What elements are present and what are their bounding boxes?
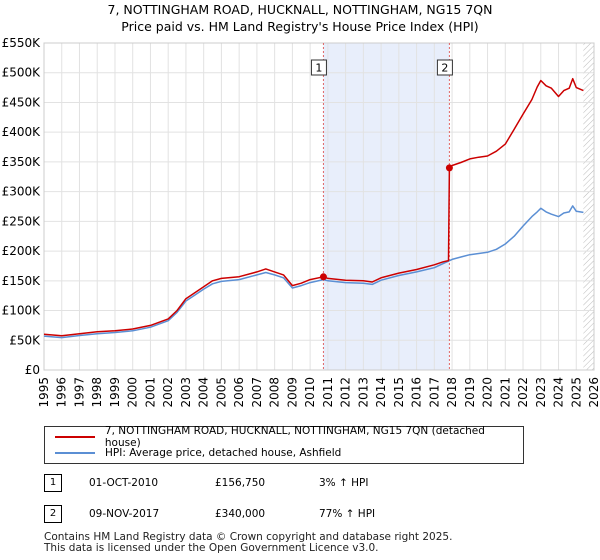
chart-title: 7, NOTTINGHAM ROAD, HUCKNALL, NOTTINGHAM…	[108, 2, 493, 17]
footer-line-2: This data is licensed under the Open Gov…	[44, 542, 379, 554]
x-tick-label: 1998	[90, 377, 104, 408]
y-tick-label: £450K	[2, 95, 42, 109]
legend-label-property: 7, NOTTINGHAM ROAD, HUCKNALL, NOTTINGHAM…	[104, 425, 485, 449]
x-tick-label: 2012	[339, 377, 353, 408]
x-tick-label: 2016	[410, 377, 424, 408]
x-tick-label: 2021	[498, 377, 512, 408]
x-tick-label: 2003	[179, 377, 193, 408]
sale-date: 09-NOV-2017	[89, 508, 160, 520]
sale-price: £340,000	[215, 508, 266, 520]
x-tick-label: 2017	[427, 377, 441, 408]
x-tick-label: 2007	[250, 377, 264, 408]
legend-item-hpi: HPI: Average price, detached house, Ashf…	[45, 445, 341, 461]
x-tick-label: 2022	[516, 377, 530, 408]
sale-label-2: 2	[441, 62, 448, 75]
x-tick-label: 2002	[161, 377, 175, 408]
sale-hpi-change: 3% ↑ HPI	[319, 477, 369, 489]
sale-period-shade	[323, 43, 450, 370]
x-tick-label: 1996	[55, 377, 69, 408]
sale-label-1: 1	[315, 62, 322, 75]
sale-point-2	[445, 164, 453, 172]
x-tick-label: 2006	[232, 377, 246, 408]
x-tick-label: 2000	[126, 377, 140, 408]
sale-label-box-2	[436, 59, 453, 76]
legend-label-hpi: HPI: Average price, detached house, Ashf…	[105, 447, 342, 459]
y-tick-label: £150K	[2, 274, 42, 288]
x-tick-label: 2014	[374, 377, 388, 408]
chart-subtitle: Price paid vs. HM Land Registry's House …	[121, 19, 478, 34]
x-tick-label: 2015	[392, 377, 406, 408]
plot-frame	[43, 42, 595, 371]
footer-line-1: Contains HM Land Registry data © Crown c…	[44, 531, 453, 543]
future-hatch-region	[583, 43, 594, 370]
x-tick-label: 2001	[143, 377, 157, 408]
x-tick-label: 2008	[268, 377, 282, 408]
sale-row-2: 2 09-NOV-2017 £340,000 77% ↑ HPI	[44, 505, 564, 523]
x-tick-label: 2009	[285, 377, 299, 408]
sale-date: 01-OCT-2010	[89, 477, 158, 489]
sale-number-badge: 1	[44, 474, 62, 492]
y-tick-label: £500K	[2, 66, 42, 80]
y-tick-label: £100K	[2, 304, 42, 318]
plot-background	[44, 43, 594, 370]
x-tick-label: 2020	[481, 377, 495, 408]
sale-row-1: 1 01-OCT-2010 £156,750 3% ↑ HPI	[44, 474, 564, 492]
y-tick-label: £250K	[2, 214, 42, 228]
x-tick-label: 2024	[552, 377, 566, 408]
x-tick-label: 2004	[197, 377, 211, 408]
sale-label-box-1	[310, 59, 327, 76]
y-tick-label: £350K	[2, 155, 42, 169]
x-tick-label: 2005	[214, 377, 228, 408]
x-tick-label: 2025	[569, 377, 583, 408]
y-tick-label: £400K	[2, 125, 42, 139]
footer-attribution: Contains HM Land Registry data © Crown c…	[44, 532, 452, 554]
y-tick-label: £300K	[2, 185, 42, 199]
y-tick-label: £50K	[9, 333, 41, 347]
sale-point-1	[319, 273, 327, 281]
x-tick-label: 2011	[321, 377, 335, 408]
y-tick-label: £550K	[2, 36, 42, 50]
sale-price: £156,750	[215, 477, 266, 489]
x-tick-label: 2023	[534, 377, 548, 408]
x-tick-label: 1999	[108, 377, 122, 408]
x-tick-label: 2010	[303, 377, 317, 408]
x-tick-label: 2019	[463, 377, 477, 408]
sale-hpi-change: 77% ↑ HPI	[319, 508, 376, 520]
y-tick-label: £200K	[2, 244, 42, 258]
legend-swatch-hpi	[55, 452, 95, 454]
hpi-line	[43, 205, 584, 339]
x-tick-label: 2013	[356, 377, 370, 408]
y-tick-label: £0	[25, 363, 40, 377]
chart-legend: 7, NOTTINGHAM ROAD, HUCKNALL, NOTTINGHAM…	[44, 425, 524, 464]
sale-number-badge: 2	[44, 505, 62, 523]
legend-item-property: 7, NOTTINGHAM ROAD, HUCKNALL, NOTTINGHAM…	[45, 425, 523, 449]
x-tick-label: 1997	[72, 377, 86, 408]
price-chart: 7, NOTTINGHAM ROAD, HUCKNALL, NOTTINGHAM…	[2, 2, 600, 408]
x-tick-label: 2018	[445, 377, 459, 408]
x-tick-label: 1995	[37, 377, 51, 408]
legend-swatch-property	[55, 436, 95, 438]
x-tick-label: 2026	[587, 377, 600, 408]
property-price-line	[43, 77, 584, 337]
